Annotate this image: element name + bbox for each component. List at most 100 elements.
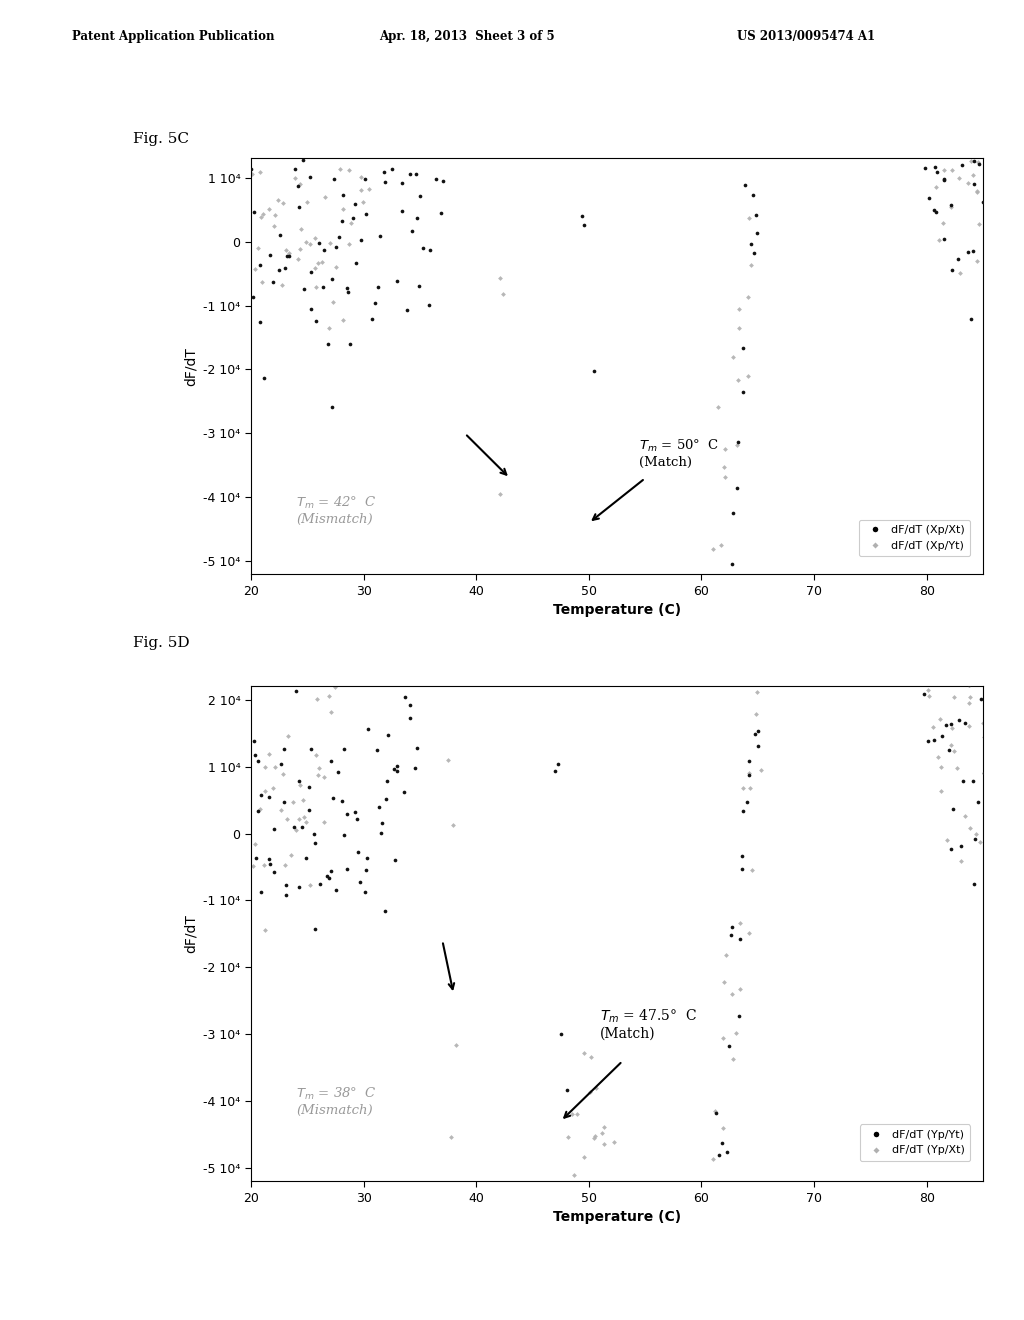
Point xyxy=(614,1221,631,1242)
X-axis label: Temperature (C): Temperature (C) xyxy=(553,603,681,618)
Point xyxy=(748,140,764,161)
Point xyxy=(586,360,602,381)
Point xyxy=(848,442,864,463)
Point xyxy=(904,5,921,26)
Text: $T_m$ = 38°  C
(Mismatch): $T_m$ = 38° C (Mismatch) xyxy=(296,1085,377,1117)
Point xyxy=(706,1196,722,1217)
Point xyxy=(742,234,759,255)
Point xyxy=(359,144,376,165)
Point xyxy=(677,1278,693,1299)
Point xyxy=(838,372,854,393)
Point xyxy=(367,292,383,313)
Point xyxy=(347,193,364,214)
Point xyxy=(972,832,988,853)
Point xyxy=(762,535,778,556)
Point xyxy=(294,817,310,838)
Point xyxy=(911,106,928,127)
Point xyxy=(669,810,685,832)
Point xyxy=(245,855,261,876)
Point xyxy=(799,360,815,381)
Point xyxy=(962,686,978,708)
Point xyxy=(645,875,662,896)
Point xyxy=(757,585,773,606)
Point xyxy=(615,1191,632,1212)
Point xyxy=(870,470,887,491)
Point xyxy=(950,710,967,731)
Point xyxy=(270,260,287,281)
Point xyxy=(355,82,372,103)
Point xyxy=(860,414,877,436)
Point xyxy=(536,0,552,1)
Point xyxy=(247,744,263,766)
Point xyxy=(696,1274,713,1295)
Point xyxy=(394,173,411,194)
Point xyxy=(280,246,296,267)
Point xyxy=(918,157,934,178)
Point xyxy=(899,9,915,30)
Point xyxy=(971,153,987,174)
Point xyxy=(332,158,348,180)
Point xyxy=(332,120,348,141)
Point xyxy=(547,760,563,781)
Point xyxy=(904,583,921,605)
Point xyxy=(924,626,940,647)
Point xyxy=(711,1144,727,1166)
Point xyxy=(936,160,952,181)
Point xyxy=(715,1118,731,1139)
Point xyxy=(279,874,295,895)
Point xyxy=(723,916,739,937)
Point xyxy=(920,680,936,701)
Point xyxy=(723,924,739,945)
Point xyxy=(701,1047,718,1068)
Point xyxy=(957,805,974,826)
Point xyxy=(826,322,843,343)
Point xyxy=(620,791,636,812)
Point xyxy=(696,661,713,682)
Point xyxy=(442,1126,459,1147)
Point xyxy=(901,18,918,40)
Point xyxy=(293,218,309,239)
Point xyxy=(729,434,745,455)
Point xyxy=(328,676,344,697)
Point xyxy=(372,28,388,49)
Point xyxy=(668,739,684,760)
Point xyxy=(435,54,452,75)
Point xyxy=(573,206,590,227)
Point xyxy=(965,165,981,186)
Point xyxy=(342,213,358,234)
Point xyxy=(741,764,758,785)
Point xyxy=(662,624,678,645)
Point xyxy=(798,321,814,342)
Point xyxy=(276,257,293,279)
Point xyxy=(607,733,624,754)
Point xyxy=(368,91,384,112)
Point xyxy=(301,776,317,797)
Point xyxy=(281,242,297,263)
Point xyxy=(733,859,750,880)
Point xyxy=(435,170,452,191)
Point xyxy=(703,796,720,817)
Point xyxy=(755,644,771,665)
Point xyxy=(287,168,303,189)
Point xyxy=(301,799,317,820)
Point xyxy=(952,850,969,871)
Point xyxy=(808,364,824,385)
Point xyxy=(685,1212,701,1233)
Point xyxy=(438,112,455,133)
Point xyxy=(758,0,774,21)
Point xyxy=(803,275,819,296)
Point xyxy=(402,164,419,185)
Point xyxy=(858,421,874,442)
Point xyxy=(942,735,958,756)
Point xyxy=(728,478,744,499)
Point xyxy=(324,268,340,289)
Point xyxy=(687,663,703,684)
Point xyxy=(928,177,944,198)
Point xyxy=(786,331,803,352)
Point xyxy=(829,352,846,374)
Point xyxy=(310,758,327,779)
Point xyxy=(339,858,355,879)
Point xyxy=(418,589,434,610)
Point xyxy=(378,788,394,809)
Point xyxy=(767,562,783,583)
